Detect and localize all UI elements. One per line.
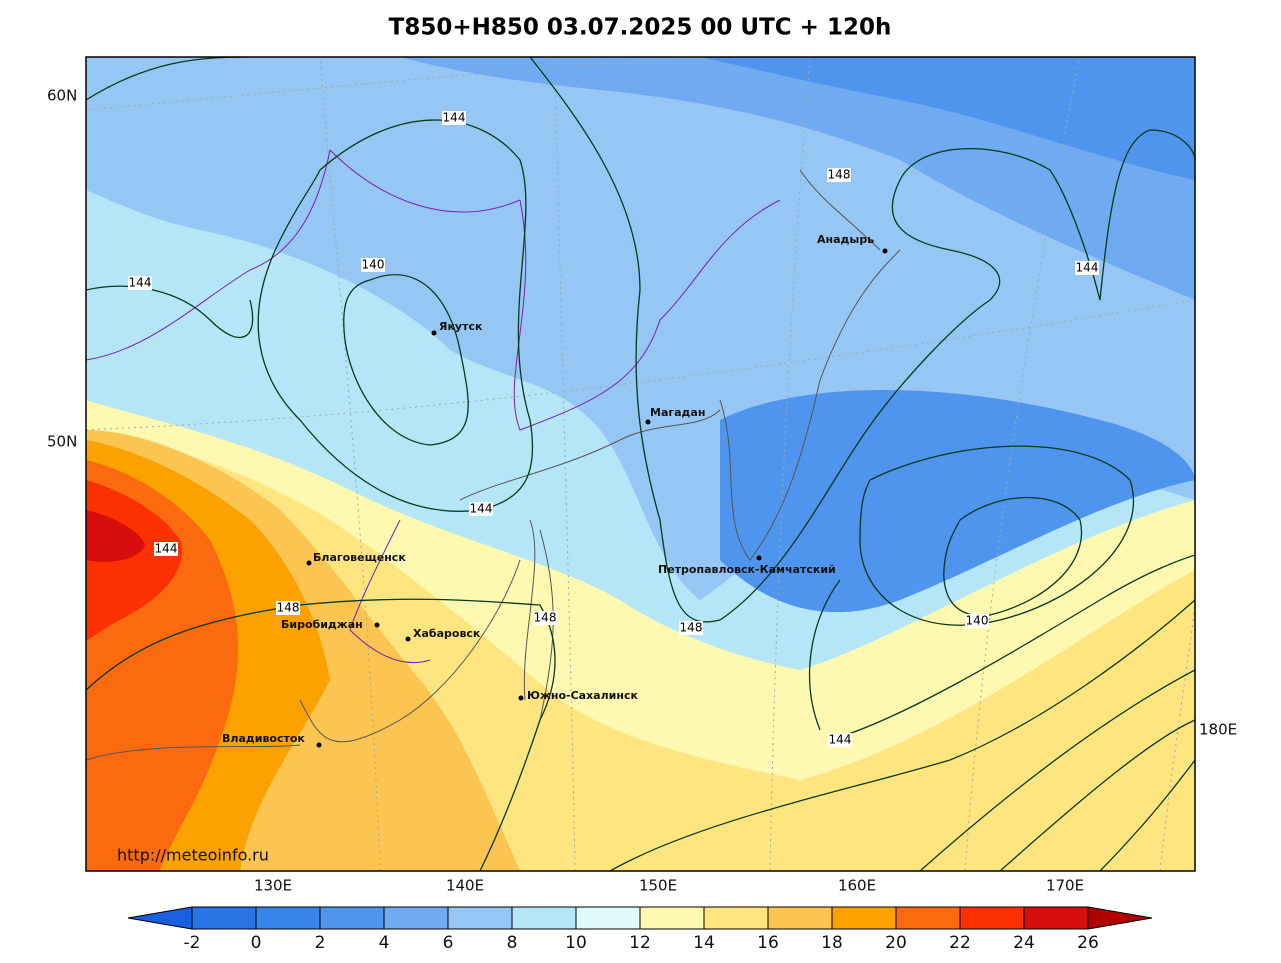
contour-label-bg <box>533 611 557 625</box>
colorbar-segment <box>895 906 961 930</box>
colorbar-label: -2 <box>184 933 201 953</box>
contour-label-bg <box>154 542 178 556</box>
city-label: Владивосток <box>222 732 305 745</box>
colorbar-segment <box>831 906 897 930</box>
contour-label: 140 <box>966 614 989 628</box>
contour-label-bg <box>965 614 989 628</box>
colorbar-segment <box>511 906 577 930</box>
city-dot <box>316 742 322 748</box>
contour-label-bg <box>128 276 152 290</box>
city-label: Благовещенск <box>313 551 406 564</box>
contour-label: 148 <box>828 168 851 182</box>
lon-label: 150E <box>639 877 677 895</box>
contour-label-bg <box>827 168 851 182</box>
colorbar-label: 8 <box>507 933 518 953</box>
city-label: Петропавловск-Камчатский <box>658 563 836 576</box>
colorbar-segment <box>767 906 833 930</box>
contour-label: 148 <box>534 611 557 625</box>
colorbar-label: 4 <box>379 933 390 953</box>
city-dot <box>518 695 524 701</box>
lon-label: 160E <box>838 877 876 895</box>
contour-label: 144 <box>155 542 178 556</box>
contour-label-bg <box>828 733 852 747</box>
city-label: Анадырь <box>817 233 874 246</box>
map-area <box>86 57 1195 871</box>
colorbar-label: 12 <box>629 933 651 953</box>
city-label: Якутск <box>439 320 483 333</box>
colorbar-label: 14 <box>693 933 715 953</box>
overlay: Якутск Магадан Анадырь Благовещенск Биробидж… <box>127 111 1153 953</box>
colorbar-segment <box>703 906 769 930</box>
contour-label: 144 <box>1076 261 1099 275</box>
city-dot <box>882 248 888 254</box>
city-dot <box>374 622 380 628</box>
contour-label: 144 <box>443 111 466 125</box>
contour-label-bg <box>442 111 466 125</box>
contour-label-bg <box>1075 261 1099 275</box>
city-dot <box>431 330 437 336</box>
colorbar-segment <box>1023 906 1089 930</box>
source-url: http://meteoinfo.ru <box>117 846 269 865</box>
city-label: Хабаровск <box>413 627 481 640</box>
colorbar-segment <box>383 906 449 930</box>
colorbar-segment <box>639 906 705 930</box>
contour-label: 144 <box>129 276 152 290</box>
colorbar-label: 0 <box>251 933 262 953</box>
colorbar-segment <box>447 906 513 930</box>
colorbar-label: 20 <box>885 933 907 953</box>
colorbar-label: 6 <box>443 933 454 953</box>
lon-label: 140E <box>446 877 484 895</box>
lon-label: 180E <box>1199 721 1237 739</box>
colorbar-segment <box>959 906 1025 930</box>
contour-label-bg <box>679 621 703 635</box>
contour-label-bg <box>469 502 493 516</box>
colorbar-arrow <box>127 906 193 930</box>
contour-label: 144 <box>470 502 493 516</box>
colorbar-label: 24 <box>1013 933 1035 953</box>
colorbar-label: 16 <box>757 933 779 953</box>
contour-label: 144 <box>829 733 852 747</box>
city-dot <box>405 636 411 642</box>
contour-label-bg <box>276 601 300 615</box>
colorbar-segment <box>255 906 321 930</box>
city-dot <box>756 555 762 561</box>
title: T850+H850 03.07.2025 00 UTC + 120h <box>389 15 892 41</box>
colorbar-label: 10 <box>565 933 587 953</box>
city-label: Южно-Сахалинск <box>527 689 638 702</box>
colorbar-segment <box>319 906 385 930</box>
colorbar-segment <box>575 906 641 930</box>
contour-label: 148 <box>277 601 300 615</box>
colorbar-label: 26 <box>1077 933 1099 953</box>
city-label: Биробиджан <box>281 618 363 631</box>
colorbar-arrow <box>1087 906 1153 930</box>
lon-label: 170E <box>1046 877 1084 895</box>
contour-label: 148 <box>680 621 703 635</box>
lat-label: 60N <box>47 87 77 105</box>
lon-label: 130E <box>254 877 292 895</box>
map-frame <box>85 56 1196 872</box>
contour-label: 140 <box>362 258 385 272</box>
city-dot <box>306 560 312 566</box>
colorbar-label: 2 <box>315 933 326 953</box>
colorbar-label: 22 <box>949 933 971 953</box>
lat-label: 50N <box>47 433 77 451</box>
colorbar-segment <box>191 906 257 930</box>
colorbar-label: 18 <box>821 933 843 953</box>
city-dot <box>645 419 651 425</box>
contour-label-bg <box>361 258 385 272</box>
city-label: Магадан <box>650 406 705 419</box>
